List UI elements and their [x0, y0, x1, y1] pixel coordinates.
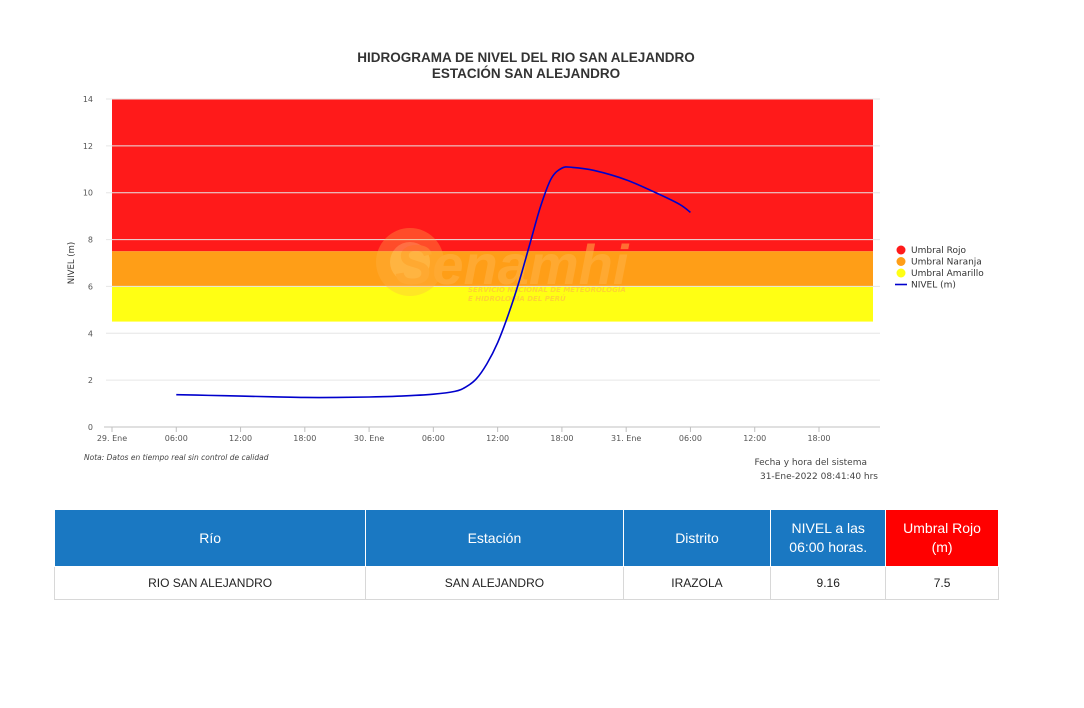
legend-marker — [896, 245, 906, 255]
station-table: Río Estación Distrito NIVEL a las 06:00 … — [53, 509, 999, 600]
hydrograph-chart: HIDROGRAMA DE NIVEL DEL RIO SAN ALEJANDR… — [67, 50, 984, 482]
x-tick-label: 06:00 — [679, 434, 702, 443]
header-estacion: Estación — [365, 509, 624, 567]
x-tick-label: 30. Ene — [354, 434, 384, 443]
y-tick-label: 6 — [88, 282, 93, 291]
header-nivel: NIVEL a las 06:00 horas. — [770, 509, 887, 567]
y-tick-label: 8 — [88, 236, 93, 245]
x-tick-label: 31. Ene — [611, 434, 641, 443]
senamhi-watermark: Senamhi SERVICIO NACIONAL DE METEOROLOGÍ… — [376, 228, 630, 303]
table-header-row: Río Estación Distrito NIVEL a las 06:00 … — [53, 509, 999, 567]
legend-label: Umbral Rojo — [911, 246, 967, 256]
legend-label: NIVEL (m) — [911, 281, 956, 291]
cell-estacion: SAN ALEJANDRO — [365, 566, 624, 600]
x-tick-label: 18:00 — [293, 434, 316, 443]
watermark-brand: Senamhi — [395, 233, 630, 296]
threshold-bands — [112, 99, 873, 322]
series-line-nivel — [176, 166, 691, 399]
system-datetime-value: 31-Ene-2022 08:41:40 hrs — [760, 472, 878, 482]
sun-logo-icon — [376, 228, 444, 296]
chart-title: HIDROGRAMA DE NIVEL DEL RIO SAN ALEJANDR… — [357, 50, 695, 65]
header-nivel-line2: 06:00 horas. — [789, 539, 868, 555]
band-umbral-naranja — [112, 251, 873, 287]
band-umbral-amarillo — [112, 286, 873, 322]
cell-nivel: 9.16 — [770, 566, 887, 600]
legend-label: Umbral Amarillo — [911, 269, 984, 279]
cell-rio: RIO SAN ALEJANDRO — [53, 566, 367, 600]
x-tick-label: 12:00 — [743, 434, 766, 443]
legend-label: Umbral Naranja — [911, 258, 982, 268]
x-tick-label: 18:00 — [550, 434, 573, 443]
series-layer — [176, 166, 691, 399]
header-umbral-rojo: Umbral Rojo (m) — [885, 509, 999, 567]
x-tick-label: 12:00 — [486, 434, 509, 443]
band-umbral-rojo — [112, 99, 873, 252]
header-nivel-line1: NIVEL a las — [791, 520, 865, 536]
x-tick-label: 06:00 — [165, 434, 188, 443]
y-tick-label: 12 — [83, 142, 93, 151]
table-row: RIO SAN ALEJANDRO SAN ALEJANDRO IRAZOLA … — [53, 566, 999, 600]
x-tick-label: 06:00 — [422, 434, 445, 443]
header-distrito: Distrito — [622, 509, 772, 567]
legend-marker — [896, 257, 906, 266]
y-tick-label: 4 — [88, 329, 93, 338]
y-tick-label: 10 — [83, 189, 93, 198]
y-tick-label: 2 — [88, 376, 93, 385]
system-datetime-label: Fecha y hora del sistema — [754, 458, 867, 468]
cell-umbral-rojo: 7.5 — [885, 566, 999, 600]
chart-subtitle: ESTACIÓN SAN ALEJANDRO — [432, 66, 620, 81]
legend-marker — [896, 268, 906, 278]
x-tick-label: 29. Ene — [97, 434, 127, 443]
watermark-line2: E HIDROLOGÍA DEL PERÚ — [468, 294, 566, 303]
x-tick-label: 12:00 — [229, 434, 252, 443]
quality-note: Nota: Datos en tiempo real sin control d… — [84, 453, 269, 462]
y-axis-title: NIVEL (m) — [67, 242, 77, 284]
x-tick-label: 18:00 — [807, 434, 830, 443]
header-rio: Río — [53, 509, 367, 567]
watermark-line1: SERVICIO NACIONAL DE METEOROLOGÍA — [468, 285, 626, 294]
cell-distrito: IRAZOLA — [622, 566, 772, 600]
axes: 0 2 4 6 8 10 12 14 29. Ene 06:00 12:00 18:00 30. Ene… — [83, 95, 880, 443]
y-tick-label: 0 — [88, 423, 93, 432]
y-tick-label: 14 — [83, 95, 93, 104]
